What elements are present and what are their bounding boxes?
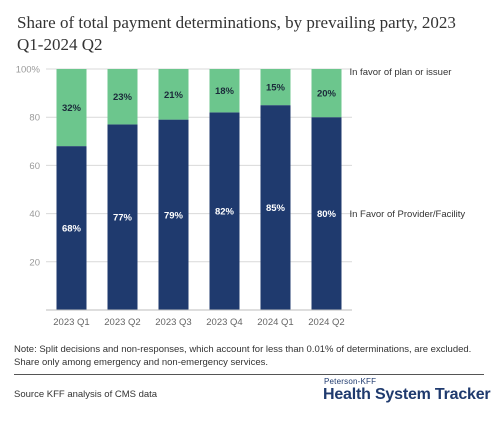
brand-logo: Health System Tracker <box>323 386 491 403</box>
axes: 20 40 60 80 100% 2023 Q1 2023 Q2 2023 Q3 2023 Q4… <box>16 65 352 328</box>
brand-logo-small: Peterson-KFF <box>324 377 377 386</box>
bar-value-label: 77% <box>113 213 133 224</box>
bar-plan-issuer <box>311 69 342 118</box>
bar-provider-facility <box>209 112 240 310</box>
bar-plan-issuer <box>56 69 87 147</box>
bar-provider-facility <box>158 119 189 310</box>
bar-value-label: 82% <box>215 207 235 218</box>
bar-value-label: 23% <box>113 92 133 103</box>
bar-provider-facility <box>107 124 138 311</box>
bar-value-label: 32% <box>62 103 82 114</box>
bar-provider-facility <box>56 146 87 310</box>
x-tick-label: 2024 Q2 <box>308 317 344 328</box>
x-tick-label: 2023 Q2 <box>104 317 140 328</box>
x-tick-label: 2023 Q4 <box>206 317 242 328</box>
bar-value-label: 80% <box>317 209 337 220</box>
footer-divider <box>14 374 484 375</box>
stacked-bar-chart: 68% 32% 77% 23% 79% 21% 82% 18% 85% 15% 80% 20% 20 4… <box>16 65 466 329</box>
source-text: Source KFF analysis of CMS data <box>14 389 158 400</box>
bar-value-label: 79% <box>164 210 184 221</box>
bar-value-label: 85% <box>266 203 286 214</box>
x-tick-label: 2023 Q1 <box>53 317 89 328</box>
y-tick-label: 100% <box>16 65 41 76</box>
bar-value-label: 21% <box>164 90 184 101</box>
bar-plan-issuer <box>158 69 189 120</box>
legend-label-plan-issuer: In favor of plan or issuer <box>350 67 452 78</box>
bar-provider-facility <box>260 105 291 311</box>
y-tick-label: 20 <box>29 257 40 268</box>
y-tick-label: 80 <box>29 113 40 124</box>
bar-value-label: 20% <box>317 89 337 100</box>
bar-plan-issuer <box>107 69 138 125</box>
bar-value-label: 18% <box>215 86 235 97</box>
footnote: Note: Split decisions and non-responses,… <box>14 344 472 368</box>
bar-provider-facility <box>311 117 342 310</box>
x-tick-label: 2024 Q1 <box>257 317 293 328</box>
y-tick-label: 40 <box>29 209 40 220</box>
x-tick-label: 2023 Q3 <box>155 317 191 328</box>
bar-labels: 68% 32% 77% 23% 79% 21% 82% 18% 85% 15% 80% 20% <box>62 83 337 235</box>
bar-value-label: 68% <box>62 224 82 235</box>
chart-title: Share of total payment determinations, b… <box>17 13 456 54</box>
y-tick-label: 60 <box>29 161 40 172</box>
bar-plan-issuer <box>209 69 240 113</box>
legend-label-provider-facility: In Favor of Provider/Facility <box>350 209 466 220</box>
bars <box>56 69 342 311</box>
gridlines <box>46 68 352 263</box>
legend: In favor of plan or issuer In Favor of Pr… <box>350 67 466 220</box>
bar-value-label: 15% <box>266 83 286 94</box>
bar-plan-issuer <box>260 69 291 106</box>
